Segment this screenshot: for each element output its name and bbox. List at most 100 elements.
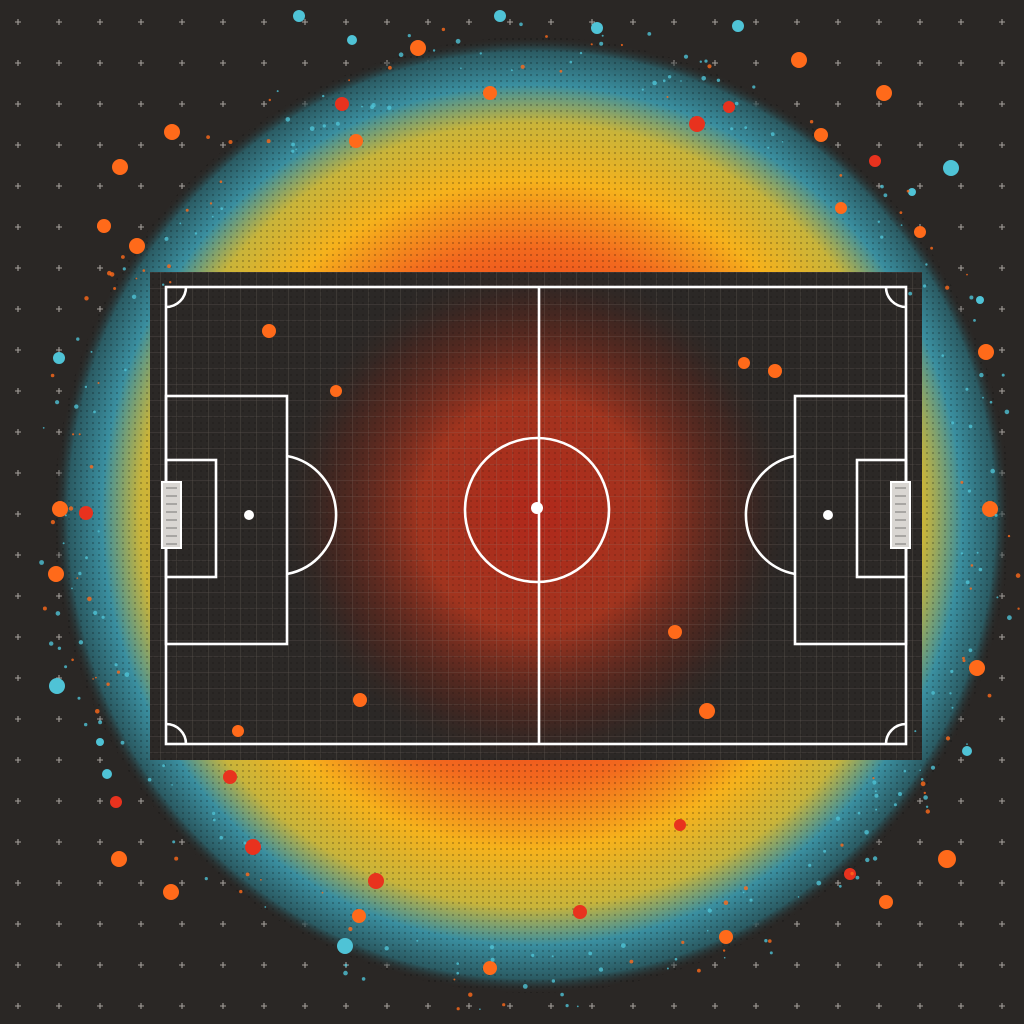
speckle-dot bbox=[663, 79, 666, 82]
speckle-dot bbox=[72, 433, 74, 435]
speckle-dot bbox=[951, 421, 954, 424]
speckle-dot bbox=[925, 263, 927, 265]
speckle-dot bbox=[85, 556, 88, 559]
speckle-dot bbox=[362, 914, 364, 916]
event-dot bbox=[330, 385, 342, 397]
speckle-dot bbox=[123, 267, 126, 270]
speckle-dot bbox=[92, 678, 94, 680]
speckle-dot bbox=[117, 671, 120, 674]
speckle-dot bbox=[898, 792, 902, 796]
event-dot bbox=[674, 819, 686, 831]
speckle-dot bbox=[323, 124, 326, 127]
speckle-dot bbox=[971, 564, 974, 567]
speckle-dot bbox=[652, 81, 657, 86]
speckle-dot bbox=[749, 899, 752, 902]
speckle-dot bbox=[93, 411, 96, 414]
speckle-dot bbox=[93, 611, 97, 615]
speckle-dot bbox=[348, 79, 350, 81]
event-dot bbox=[962, 746, 972, 756]
event-dot bbox=[494, 10, 506, 22]
speckle-dot bbox=[58, 647, 61, 650]
speckle-dot bbox=[106, 683, 109, 686]
speckle-dot bbox=[752, 85, 755, 88]
speckle-dot bbox=[460, 67, 462, 69]
speckle-dot bbox=[630, 960, 634, 964]
speckle-dot bbox=[456, 39, 461, 44]
event-dot bbox=[353, 693, 367, 707]
speckle-dot bbox=[84, 723, 87, 726]
speckle-dot bbox=[453, 979, 455, 981]
speckle-dot bbox=[179, 223, 181, 225]
speckle-dot bbox=[858, 812, 861, 815]
event-dot bbox=[347, 35, 357, 45]
speckle-dot bbox=[143, 269, 146, 272]
speckle-dot bbox=[136, 278, 138, 280]
speckle-dot bbox=[990, 401, 993, 404]
event-dot bbox=[914, 226, 926, 238]
speckle-dot bbox=[708, 908, 712, 912]
speckle-dot bbox=[908, 292, 912, 296]
speckle-dot bbox=[988, 694, 992, 698]
event-dot bbox=[591, 22, 603, 34]
speckle-dot bbox=[162, 764, 165, 767]
event-dot bbox=[163, 884, 179, 900]
speckle-dot bbox=[267, 139, 271, 143]
speckle-dot bbox=[98, 720, 102, 724]
speckle-dot bbox=[336, 122, 340, 126]
event-dot bbox=[844, 868, 856, 880]
speckle-dot bbox=[667, 968, 669, 970]
event-dot bbox=[699, 703, 715, 719]
event-dot bbox=[978, 344, 994, 360]
speckle-dot bbox=[921, 778, 924, 781]
speckle-dot bbox=[923, 284, 926, 287]
speckle-dot bbox=[480, 52, 482, 54]
speckle-dot bbox=[84, 296, 88, 300]
speckle-dot bbox=[924, 792, 926, 794]
speckle-dot bbox=[457, 1007, 460, 1010]
speckle-dot bbox=[770, 951, 773, 954]
event-dot bbox=[245, 839, 261, 855]
speckle-dot bbox=[69, 506, 73, 510]
speckle-dot bbox=[667, 96, 669, 98]
speckle-dot bbox=[950, 670, 953, 673]
speckle-dot bbox=[965, 388, 968, 391]
speckle-dot bbox=[884, 193, 888, 197]
speckle-dot bbox=[823, 850, 826, 853]
speckle-dot bbox=[90, 465, 94, 469]
event-dot bbox=[668, 625, 682, 639]
event-dot bbox=[976, 296, 984, 304]
speckle-dot bbox=[385, 946, 389, 950]
speckle-dot bbox=[979, 373, 983, 377]
speckle-dot bbox=[132, 295, 136, 299]
event-dot bbox=[111, 851, 127, 867]
speckle-dot bbox=[919, 770, 921, 772]
speckle-dot bbox=[264, 906, 266, 908]
speckle-dot bbox=[602, 35, 604, 37]
speckle-dot bbox=[968, 489, 971, 492]
event-dot bbox=[368, 873, 384, 889]
speckle-dot bbox=[348, 927, 352, 931]
speckle-dot bbox=[523, 984, 528, 989]
speckle-dot bbox=[43, 427, 45, 429]
speckle-dot bbox=[416, 940, 418, 942]
right-penalty-spot bbox=[823, 510, 833, 520]
event-dot bbox=[79, 506, 93, 520]
speckle-dot bbox=[977, 552, 979, 554]
speckle-dot bbox=[560, 993, 564, 997]
speckle-dot bbox=[77, 577, 79, 579]
event-dot bbox=[102, 769, 112, 779]
speckle-dot bbox=[872, 780, 876, 784]
speckle-dot bbox=[43, 607, 47, 611]
speckle-dot bbox=[744, 886, 748, 890]
speckle-dot bbox=[926, 809, 930, 813]
speckle-dot bbox=[961, 552, 963, 554]
speckle-dot bbox=[701, 76, 706, 81]
speckle-dot bbox=[56, 611, 61, 616]
event-dot bbox=[573, 905, 587, 919]
speckle-dot bbox=[599, 42, 603, 46]
speckle-dot bbox=[171, 784, 173, 786]
event-dot bbox=[768, 364, 782, 378]
speckle-dot bbox=[370, 105, 374, 109]
